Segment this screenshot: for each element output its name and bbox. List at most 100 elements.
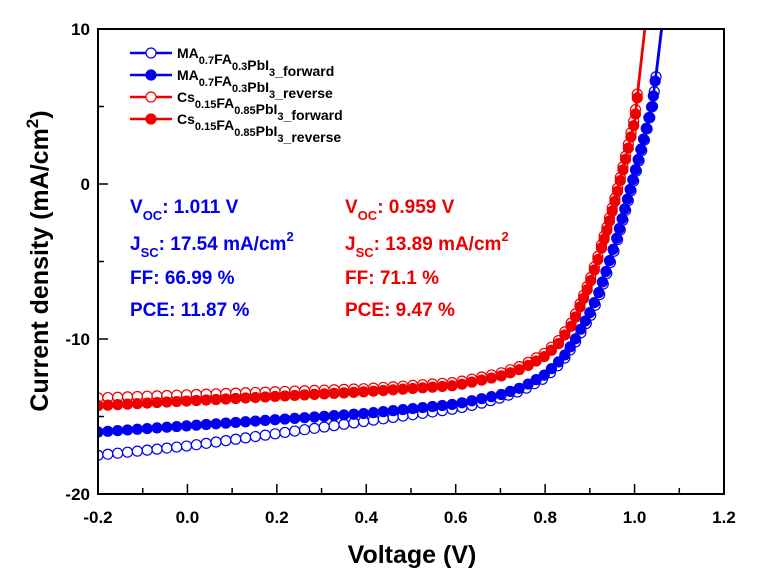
x-tick-label: 0.2 [265,508,289,527]
data-point [559,349,571,361]
data-point [190,419,202,431]
data-point [200,418,212,431]
data-point [141,397,153,409]
data-point [627,174,639,186]
data-point [569,311,582,323]
data-point [180,395,193,407]
data-point [210,393,222,406]
data-point [131,398,143,410]
data-point [239,416,252,428]
data-point [308,422,321,434]
data-point [249,391,261,404]
series-layer [98,29,664,461]
legend-marker [145,91,157,103]
data-point [289,389,301,402]
data-point [230,392,242,405]
data-point [456,397,468,409]
data-point [607,243,619,256]
data-point [338,409,350,421]
data-point [131,445,143,457]
data-point [485,372,498,384]
annotation-line: JSC: 17.54 mA/cm2 [130,229,294,260]
data-point [190,394,202,407]
annotation-line: JSC: 13.89 mA/cm2 [345,229,509,260]
data-point [592,253,604,266]
annotation-line: VOC: 0.959 V [345,197,455,223]
data-point [387,384,399,396]
data-point [318,410,330,422]
data-point [643,112,655,124]
data-point [417,401,429,414]
data-point [249,415,261,427]
data-point [249,430,261,443]
data-point [617,164,629,176]
y-tick-label: 0 [81,175,90,194]
x-tick-label: 0.6 [444,508,468,527]
data-point [220,393,232,405]
data-point [417,382,429,394]
annotation-line: FF: 66.99 % [130,268,235,289]
annotation-line: PCE: 9.47 % [345,300,455,321]
data-point [308,388,321,400]
data-point [609,195,621,207]
legend-item: Cs0.15FA0.85PbI3_reverse [130,111,341,145]
legend-item: Cs0.15FA0.85PbI3_forward [130,89,343,123]
data-point [171,420,183,433]
data-point [151,422,163,434]
legend-label: MA0.7FA0.3PbI3_reverse [177,67,333,101]
data-point [584,307,596,319]
data-point [180,440,193,452]
data-point [426,381,439,393]
data-point [585,274,597,287]
data-point [151,443,163,455]
data-point [485,391,498,403]
legend-marker [145,69,157,81]
annotation-MA0.7FA0.3PbI3: VOC: 1.011 V JSC: 17.54 mA/cm2 FF: 66.99 %… [130,197,294,321]
data-point [625,131,637,143]
data-point [538,350,550,363]
data-point [348,408,360,420]
data-point [328,420,340,432]
data-point [621,193,634,205]
data-point [210,418,222,430]
x-tick-label: 0.8 [533,508,557,527]
annotation-line: FF: 71.1 % [345,268,439,289]
data-point [259,429,271,441]
data-point [588,264,600,276]
data-point [289,412,301,424]
data-point [161,442,173,454]
data-point [645,101,658,113]
data-point [269,414,281,426]
data-point [112,399,124,411]
data-point [328,410,340,422]
data-point [141,422,153,435]
annotation-Cs0.15FA0.85PbI3: VOC: 0.959 V JSC: 13.89 mA/cm2 FF: 71.1 % P… [345,197,509,321]
data-point [259,414,271,427]
ticks-layer: -0.2 0.0 0.2 0.4 0.6 0.8 1.0 1.2 -20 -10 0 10 [65,20,735,527]
data-point [112,425,124,437]
data-point [141,444,153,456]
legend-label: MA0.7FA0.3PbI3_forward [177,45,334,79]
data-point [367,385,380,397]
data-point [338,418,350,430]
data-point [640,122,652,134]
data-point [367,407,380,419]
data-point [613,222,625,235]
legend-label: Cs0.15FA0.85PbI3_forward [177,89,343,123]
data-point [338,387,350,399]
data-point [397,383,409,395]
series-Cs0.15FA0.85PbI3_reverse [98,29,647,412]
data-point [436,380,448,393]
data-point [180,420,193,432]
data-point [397,403,409,416]
data-point [552,356,565,368]
data-point [269,428,281,440]
legend-marker [145,47,157,59]
data-point [631,92,643,104]
data-point [466,376,478,388]
data-point [210,436,222,448]
data-point [112,447,124,459]
data-point [538,369,550,381]
y-axis-title: Current density (mA/cm2) [23,110,54,411]
